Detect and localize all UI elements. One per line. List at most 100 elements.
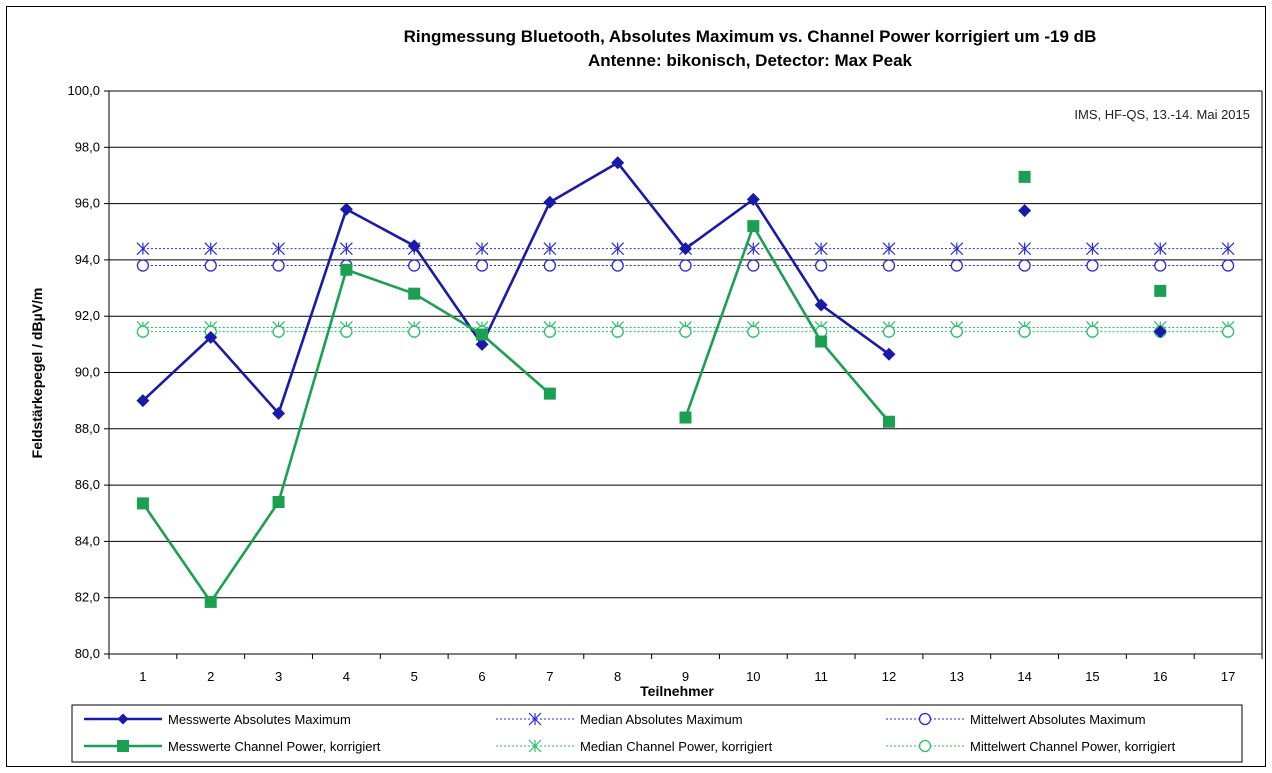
series-line-segment [277, 208, 348, 414]
data-point [543, 259, 557, 272]
data-point [543, 242, 557, 256]
series-line-segment [752, 225, 823, 343]
x-tick-label: 16 [1153, 669, 1167, 684]
data-point [950, 242, 964, 256]
series-line-segment [413, 292, 483, 336]
x-tick-label: 8 [614, 669, 621, 684]
series-line-segment [142, 336, 212, 402]
legend-box [71, 704, 1243, 763]
y-tick-label: 96,0 [75, 196, 100, 211]
legend-item: Median Absolutes Maximum [496, 712, 743, 727]
data-point [611, 259, 624, 272]
chart-frame [6, 6, 1266, 767]
series-line-segment [684, 198, 755, 250]
series-line-segment [345, 208, 415, 247]
chart-annotation: IMS, HF-QS, 13.-14. Mai 2015 [1074, 107, 1250, 122]
series-line-segment [481, 333, 551, 395]
data-point [543, 387, 556, 400]
x-tick-label: 10 [746, 669, 760, 684]
data-point [1153, 325, 1167, 339]
data-point [340, 325, 353, 338]
y-tick-label: 86,0 [75, 477, 100, 492]
data-point [679, 411, 692, 424]
series-line-segment [820, 340, 890, 423]
data-point [1018, 242, 1032, 256]
series-line-segment [480, 201, 552, 345]
x-tick-label: 11 [814, 669, 828, 684]
data-point [1153, 242, 1167, 256]
x-tick-label: 6 [478, 669, 485, 684]
data-point [1154, 259, 1167, 272]
chart-subtitle: Antenne: bikonisch, Detector: Max Peak [588, 51, 913, 70]
data-point [882, 242, 896, 256]
series-line-segment [684, 225, 755, 418]
x-tick-label: 2 [207, 669, 214, 684]
x-tick-label: 12 [882, 669, 896, 684]
data-point [272, 259, 285, 272]
series-layer [136, 156, 1235, 608]
series-0 [136, 156, 1167, 420]
legend-item: Mittelwert Absolutes Maximum [886, 712, 1146, 727]
series-1 [136, 170, 1167, 608]
data-point [1018, 170, 1031, 183]
x-tick-label: 15 [1085, 669, 1099, 684]
x-axis-title: Teilnehmer [640, 683, 714, 699]
series-line-segment [345, 268, 415, 295]
legend-marker [528, 739, 542, 753]
series-line-segment [141, 502, 212, 603]
data-point [1018, 204, 1032, 218]
data-point [882, 259, 896, 272]
y-axis-title: Feldstärkepegel / dBµV/m [29, 288, 45, 459]
y-tick-label: 92,0 [75, 308, 100, 323]
series-line-segment [752, 198, 823, 306]
data-point [136, 242, 150, 256]
y-tick-label: 98,0 [75, 139, 100, 154]
data-point [476, 328, 489, 341]
series-line-segment [209, 501, 280, 603]
legend-item: Mittelwert Channel Power, korrigiert [886, 739, 1176, 754]
data-point [204, 242, 218, 256]
y-tick-label: 88,0 [75, 421, 100, 436]
axes: 80,0 82,0 84,0 86,0 88,0 90,0 92,0 94,0 96,0 98,0… [67, 83, 1263, 684]
legend-label: Messwerte Channel Power, korrigiert [168, 739, 381, 754]
data-point [1018, 259, 1031, 272]
series-4 [136, 259, 1235, 272]
x-tick-label: 14 [1017, 669, 1031, 684]
gridlines [109, 90, 1262, 655]
y-tick-label: 90,0 [75, 365, 100, 380]
y-tick-label: 80,0 [75, 646, 100, 661]
data-point [1086, 325, 1099, 338]
data-point [475, 259, 489, 272]
data-point [747, 259, 760, 272]
data-point [1086, 242, 1099, 256]
data-point [136, 325, 150, 338]
data-point [543, 325, 557, 338]
data-point [204, 259, 217, 272]
data-point [747, 220, 760, 233]
legend-item: Median Channel Power, korrigiert [496, 739, 773, 754]
data-point [882, 325, 896, 338]
y-tick-label: 84,0 [75, 533, 100, 548]
chart-title: Ringmessung Bluetooth, Absolutes Maximum… [404, 27, 1097, 46]
series-line-segment [616, 161, 687, 250]
legend-label: Median Channel Power, korrigiert [580, 739, 773, 754]
data-point [407, 239, 421, 253]
y-tick-label: 94,0 [75, 252, 100, 267]
data-point [882, 347, 896, 361]
legend-marker [117, 713, 129, 725]
data-point [882, 415, 895, 428]
data-point [136, 394, 150, 408]
data-point [204, 330, 218, 344]
data-point [611, 325, 624, 338]
legend-marker [918, 712, 932, 726]
data-point [408, 259, 421, 272]
x-tick-label: 17 [1221, 669, 1235, 684]
data-point [746, 192, 760, 206]
legend-marker [117, 740, 129, 752]
data-point [747, 325, 760, 338]
data-point [340, 263, 353, 276]
data-point [136, 497, 149, 510]
data-point [475, 337, 489, 351]
data-point [679, 259, 692, 272]
